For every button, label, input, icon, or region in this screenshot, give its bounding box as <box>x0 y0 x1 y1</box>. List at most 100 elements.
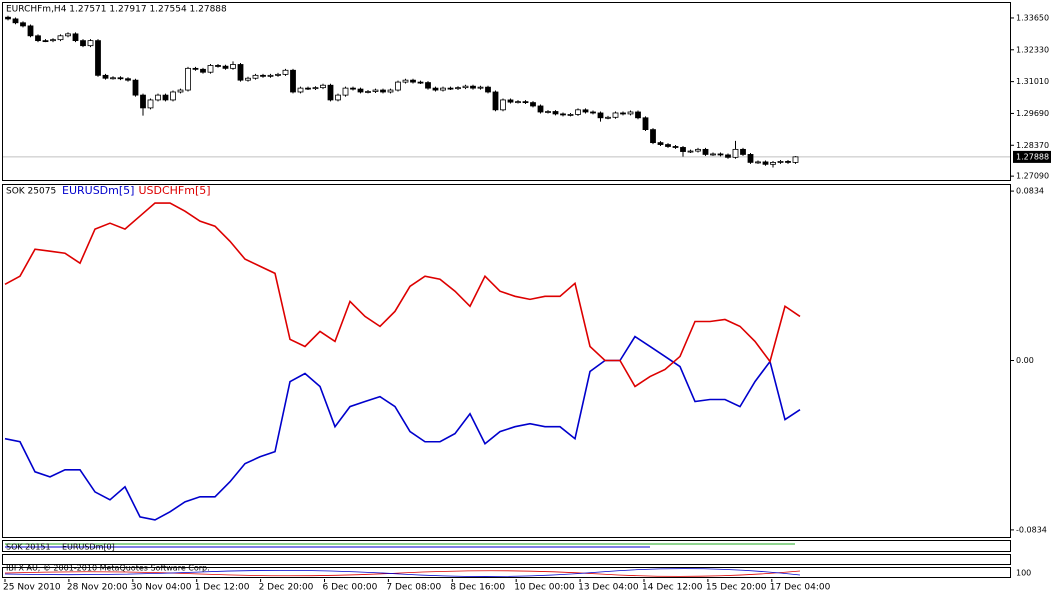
candle-body <box>770 161 776 165</box>
x-tick-label: 28 Nov 20:00 <box>67 583 128 593</box>
y-tick-label: 1.28370 <box>1016 141 1049 150</box>
candle-body <box>260 74 266 77</box>
indicator-pane-small <box>2 567 1011 578</box>
y-tick-label: 0.00 <box>1016 356 1034 365</box>
candle-body <box>665 144 671 147</box>
indicator-pane-small <box>2 554 1011 565</box>
candle-body <box>522 101 529 104</box>
candle-body <box>230 64 236 69</box>
y-tick-label: 1.32330 <box>1016 45 1049 54</box>
candle-body <box>5 16 11 20</box>
candle-body <box>402 79 409 83</box>
candle-body <box>762 161 769 165</box>
candle-body <box>635 111 641 119</box>
candle-body <box>462 85 469 89</box>
candle-body <box>132 79 139 96</box>
candle-body <box>695 148 701 152</box>
candle-body <box>552 111 559 115</box>
candle-body <box>215 65 221 67</box>
candle-body <box>477 86 484 89</box>
x-tick-label: 10 Dec 00:00 <box>514 583 575 593</box>
candle-body <box>627 111 634 115</box>
candle-body <box>537 105 544 113</box>
chart-title: EURCHFm,H4 1.27571 1.27917 1.27554 1.278… <box>6 5 227 15</box>
y-tick-label: 1.33650 <box>1016 13 1049 22</box>
candle-body <box>447 87 454 90</box>
candle-body <box>252 74 259 79</box>
candle-body <box>410 79 416 83</box>
candle-body <box>650 129 656 144</box>
candle-body <box>530 102 536 107</box>
pane-series-label: EURUSDm[0] <box>62 543 115 552</box>
candle-body <box>432 87 439 91</box>
candle-body <box>642 117 649 131</box>
candle-body <box>72 33 79 42</box>
mini-line <box>4 568 801 577</box>
x-tick-label: 25 Nov 2010 <box>3 583 61 593</box>
candle-body <box>192 67 199 70</box>
candle-body <box>777 161 784 163</box>
legend-entry: USDCHFm[5] <box>138 184 210 197</box>
candle-body <box>290 69 296 93</box>
y-tick-label: 1.31010 <box>1016 77 1049 86</box>
candle-body <box>440 87 446 91</box>
x-tick-label: 17 Dec 04:00 <box>770 583 831 593</box>
candle-body <box>305 87 311 90</box>
candle-body <box>12 18 19 24</box>
candle-body <box>492 91 499 111</box>
candle-body <box>140 94 146 109</box>
x-tick-label: 2 Dec 20:00 <box>259 583 314 593</box>
indicator-line <box>4 202 801 388</box>
candle-body <box>312 87 319 90</box>
candle-body <box>582 109 589 113</box>
candle-body <box>147 99 154 109</box>
indicator-pane <box>2 184 1011 538</box>
candle-body <box>162 94 169 101</box>
candle-body <box>507 99 514 103</box>
candle-body <box>417 81 424 84</box>
pane-scale-label: 100 <box>1016 569 1031 578</box>
candle-body <box>470 85 476 89</box>
candle-body <box>702 148 709 155</box>
candle-body <box>612 112 619 118</box>
candle-body <box>597 112 604 119</box>
candle-body <box>687 150 694 153</box>
candle-body <box>102 74 109 79</box>
candle-body <box>725 154 731 158</box>
x-tick-label: 7 Dec 08:00 <box>386 583 441 593</box>
candle-body <box>380 89 386 93</box>
y-tick-label: 1.27090 <box>1016 172 1049 181</box>
candle-body <box>740 148 746 155</box>
candle-body <box>95 40 101 76</box>
candle-body <box>605 116 611 119</box>
pane-title: SOK 20151 <box>6 543 51 552</box>
x-tick-label: 8 Dec 16:00 <box>450 583 505 593</box>
candle-body <box>657 142 664 145</box>
candle-body <box>785 161 791 163</box>
pane-title: SOK 25075 <box>6 187 56 197</box>
candle-body <box>350 87 356 90</box>
candle-body <box>455 87 461 90</box>
candle-body <box>717 153 724 156</box>
candle-body <box>177 89 184 93</box>
candle-body <box>87 40 94 47</box>
candle-body <box>395 81 401 91</box>
candle-body <box>27 25 34 37</box>
candle-body <box>170 91 176 101</box>
candle-body <box>485 86 491 93</box>
candle-body <box>245 77 251 81</box>
candle-body <box>57 35 64 41</box>
candle-body <box>710 153 716 156</box>
candle-body <box>267 74 274 77</box>
candle-body <box>342 87 349 96</box>
y-tick-label: 1.29690 <box>1016 109 1049 118</box>
candle-body <box>680 147 686 152</box>
candle-body <box>792 156 799 163</box>
candle-body <box>155 94 161 101</box>
y-tick-label: -0.0834 <box>1016 525 1047 534</box>
x-tick-label: 14 Dec 12:00 <box>642 583 703 593</box>
candle-body <box>110 77 116 80</box>
candle-body <box>620 112 626 115</box>
candle-body <box>327 84 334 101</box>
